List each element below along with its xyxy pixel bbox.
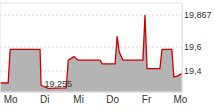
y-tick-label: 19,6: [184, 42, 202, 52]
x-tick: Mi: [73, 92, 84, 105]
x-axis: Mo Di Mi Do Fr Mo: [1, 92, 188, 105]
line: [0, 15, 182, 88]
area: [0, 15, 182, 92]
annotation: 19,255: [44, 79, 72, 89]
y-tick: 19,4: [182, 66, 202, 76]
x-tick-label: Mo: [174, 94, 188, 105]
x-tick: Mo: [174, 92, 188, 105]
y-axis-line: [182, 4, 183, 93]
y-tick-label: 19,4: [184, 66, 202, 76]
y-tick: 19,867: [182, 10, 212, 20]
chart: 19,4 19,6 19,867 Mo Di Mi Do Fr Mo 19,255: [0, 0, 215, 110]
x-tick-label: Do: [106, 94, 119, 105]
plot-frame: [0, 3, 182, 92]
x-axis-line: [1, 92, 183, 93]
grid-line: [0, 14, 182, 15]
x-tick-label: Fr: [142, 94, 152, 105]
plot-data: [0, 15, 182, 92]
x-tick: Do: [106, 92, 119, 105]
y-axis: 19,4 19,6 19,867: [182, 4, 212, 93]
y-tick-label: 19,867: [184, 10, 212, 20]
y-tick: 19,6: [182, 42, 202, 52]
x-tick: Fr: [142, 92, 152, 105]
x-tick: Mo: [4, 92, 18, 105]
grid-line: [0, 47, 182, 48]
x-tick-label: Mi: [73, 94, 84, 105]
x-tick: Di: [40, 92, 49, 105]
x-tick-label: Mo: [4, 94, 18, 105]
x-tick-label: Di: [40, 94, 49, 105]
